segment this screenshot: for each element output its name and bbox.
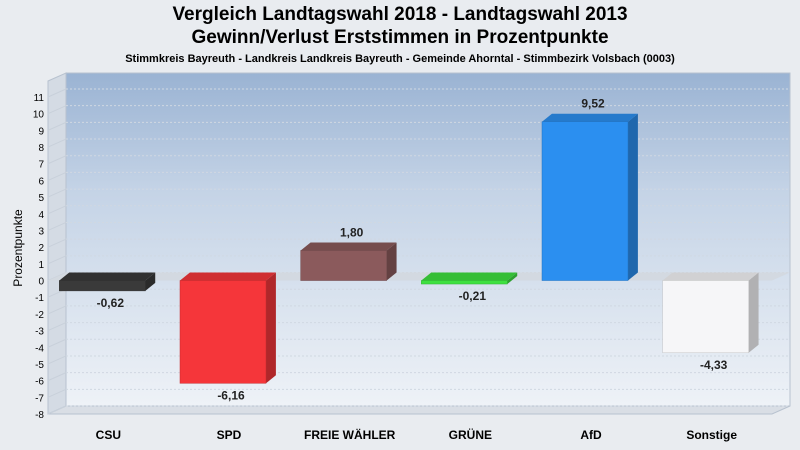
bar-spd (179, 272, 276, 384)
grid-line-side (47, 155, 67, 165)
chart-title-line2: Gewinn/Verlust Erststimmen in Prozentpun… (191, 27, 609, 48)
chart-subtitle: Stimmkreis Bayreuth - Landkreis Landkrei… (125, 53, 675, 65)
y-tick-label: 6 (38, 176, 44, 187)
grid-line-side (47, 338, 67, 348)
bar-top (421, 272, 518, 281)
bar-top (542, 113, 638, 122)
y-tick-label: 10 (33, 110, 45, 121)
y-tick-label: -4 (35, 343, 44, 354)
bar-front (421, 280, 508, 285)
y-tick-label: -5 (35, 360, 44, 371)
y-tick-label: -1 (35, 293, 44, 304)
y-tick-label: 2 (38, 243, 44, 254)
x-tick-label: Sonstige (686, 428, 737, 442)
bar-csu (59, 272, 156, 292)
grid-line-side (47, 305, 67, 315)
bar-top (59, 272, 156, 281)
grid-line-side (47, 222, 67, 231)
y-tick-label: 5 (38, 193, 44, 204)
bar-top (300, 242, 397, 251)
y-tick-label: -6 (35, 377, 44, 388)
bar-top (180, 272, 276, 281)
y-tick-label: 0 (38, 277, 44, 288)
grid-line-side (47, 171, 67, 181)
y-tick-label: -3 (35, 327, 44, 338)
bar-front (300, 250, 387, 281)
bar-side (386, 242, 397, 281)
bar-sonstige (662, 272, 759, 354)
grid-line-side (47, 205, 67, 215)
y-tick-label: -8 (35, 410, 44, 421)
grid-line-side (47, 388, 67, 398)
x-tick-label: CSU (96, 428, 121, 442)
bar-side (507, 272, 518, 285)
y-tick-label: 3 (38, 226, 44, 237)
bar-front (179, 280, 267, 384)
bar-front (662, 280, 749, 354)
bar-grüne (421, 272, 518, 285)
x-tick-label: FREIE WÄHLER (304, 427, 396, 442)
grid-line-side (47, 188, 67, 198)
plot-floor (47, 405, 791, 415)
y-tick-label: -7 (35, 393, 44, 404)
grid-line-side (47, 322, 67, 332)
y-tick-label: 7 (38, 160, 44, 171)
y-tick-label: 4 (38, 210, 44, 221)
value-label: 1,80 (340, 225, 364, 239)
value-label: -4,33 (700, 358, 728, 372)
chart-title-line1: Vergleich Landtagswahl 2018 - Landtagswa… (172, 4, 628, 25)
bar-side (628, 113, 638, 281)
bar-side (145, 272, 156, 291)
bar-side (748, 272, 759, 353)
bar-front (59, 280, 146, 292)
x-tick-label: SPD (217, 428, 242, 442)
grid-line-side (47, 138, 67, 148)
bar-side (266, 272, 276, 384)
value-label: 9,52 (581, 97, 605, 111)
bar-front (541, 121, 629, 281)
value-label: -6,16 (217, 388, 245, 402)
grid-line-side (47, 121, 67, 131)
bar-freie-wähler (300, 242, 397, 281)
grid-line-side (47, 355, 67, 365)
y-axis-label: Prozentpunkte (11, 209, 25, 287)
y-tick-label: 11 (34, 93, 45, 104)
grid-line-side (47, 105, 67, 115)
value-label: -0,21 (459, 289, 487, 303)
bar-top (662, 272, 759, 281)
grid-line-side (47, 238, 67, 248)
y-tick-label: -2 (35, 310, 44, 321)
grid-line-side (47, 405, 67, 415)
x-tick-label: AfD (580, 428, 602, 442)
grid-line-side (47, 255, 67, 265)
bar-afd (541, 113, 638, 281)
y-tick-label: 1 (38, 260, 44, 271)
y-tick-label: 8 (38, 143, 44, 154)
x-tick-label: GRÜNE (449, 427, 492, 442)
value-label: -0,62 (97, 296, 125, 310)
y-tick-label: 9 (38, 126, 44, 137)
grid-line-side (47, 372, 67, 382)
grid-line-side (47, 88, 67, 98)
